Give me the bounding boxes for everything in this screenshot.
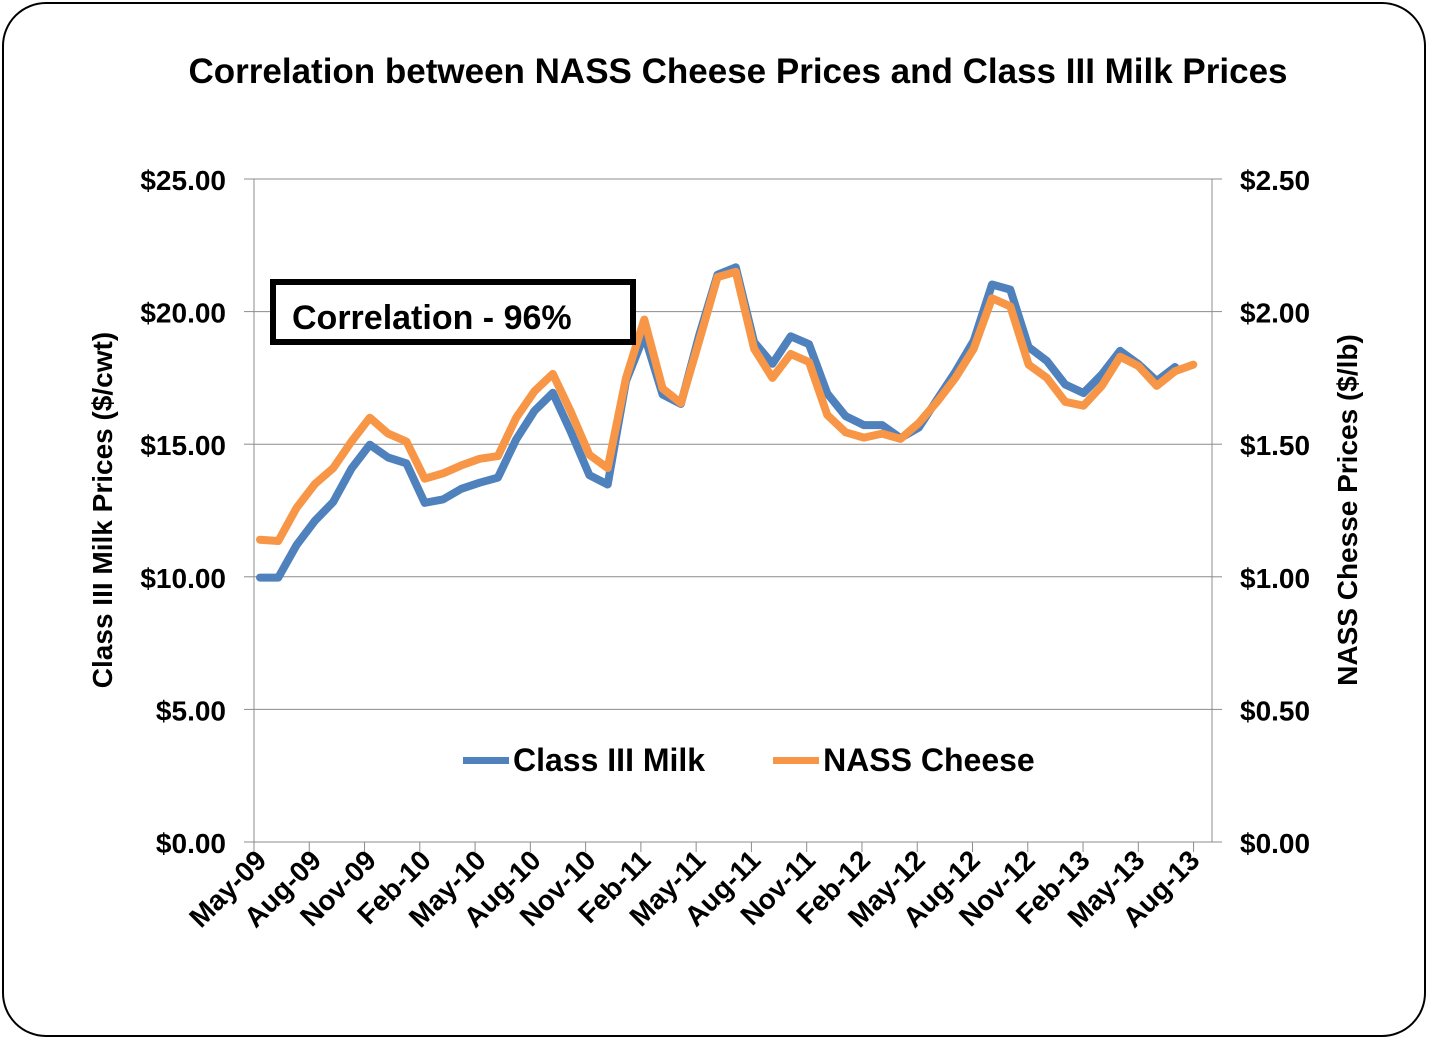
y-tick-label: $15.00 xyxy=(140,430,226,461)
legend-item-class-iii-milk: Class III Milk xyxy=(463,742,705,779)
legend-label-class-iii-milk: Class III Milk xyxy=(513,741,706,778)
y-tick-label: $20.00 xyxy=(140,298,226,329)
legend-swatch-nass-cheese xyxy=(773,756,820,764)
y-axis-left-label: Class III Milk Prices ($/cwt) xyxy=(87,331,118,689)
series-line-nass-cheese xyxy=(256,267,1198,545)
y2-tick-label: $0.50 xyxy=(1240,695,1310,726)
legend-label-nass-cheese: NASS Cheese xyxy=(823,741,1035,778)
legend-item-nass-cheese: NASS Cheese xyxy=(773,742,1035,779)
y-tick-label: $25.00 xyxy=(140,165,226,196)
y2-tick-label: $1.00 xyxy=(1240,563,1310,594)
y-tick-label: $0.00 xyxy=(156,828,226,859)
y2-tick-label: $1.50 xyxy=(1240,430,1310,461)
y2-tick-label: $0.00 xyxy=(1240,828,1310,859)
chart-title: Correlation between NASS Cheese Prices a… xyxy=(188,52,1288,91)
y2-tick-label: $2.50 xyxy=(1240,165,1310,196)
y2-tick-label: $2.00 xyxy=(1240,298,1310,329)
legend: Class III Milk NASS Cheese xyxy=(463,738,1103,782)
y-tick-label: $5.00 xyxy=(156,695,226,726)
y-tick-label: $10.00 xyxy=(140,563,226,594)
legend-swatch-class-iii-milk xyxy=(463,756,509,764)
y-axis-right-label: NASS Chesse Prices ($/lb) xyxy=(1332,334,1363,686)
correlation-annotation: Correlation - 96% xyxy=(270,279,636,345)
